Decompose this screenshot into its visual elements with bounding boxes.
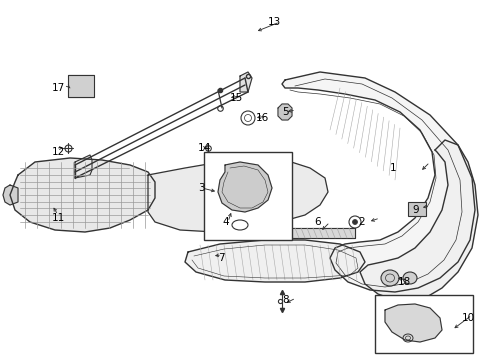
Text: 4: 4 bbox=[222, 217, 228, 227]
Polygon shape bbox=[267, 228, 354, 238]
Text: 16: 16 bbox=[256, 113, 269, 123]
Bar bbox=[68, 75, 94, 97]
Text: 5: 5 bbox=[282, 107, 288, 117]
Polygon shape bbox=[282, 72, 474, 292]
Polygon shape bbox=[278, 104, 291, 120]
Text: 2: 2 bbox=[357, 217, 364, 227]
Polygon shape bbox=[384, 304, 441, 342]
Text: 11: 11 bbox=[52, 213, 65, 223]
Text: 14: 14 bbox=[198, 143, 211, 153]
Text: 3: 3 bbox=[198, 183, 204, 193]
Bar bbox=[407, 202, 425, 216]
Text: 18: 18 bbox=[397, 277, 410, 287]
Polygon shape bbox=[10, 158, 155, 232]
Text: 10: 10 bbox=[461, 313, 474, 323]
Ellipse shape bbox=[380, 270, 398, 286]
Text: 6: 6 bbox=[313, 217, 320, 227]
Polygon shape bbox=[75, 155, 92, 178]
Text: 13: 13 bbox=[267, 17, 281, 27]
Text: 9: 9 bbox=[411, 205, 418, 215]
Polygon shape bbox=[184, 240, 364, 282]
Polygon shape bbox=[148, 158, 327, 232]
Polygon shape bbox=[218, 162, 271, 212]
Text: 1: 1 bbox=[389, 163, 396, 173]
Text: 8: 8 bbox=[282, 295, 288, 305]
Text: 12: 12 bbox=[52, 147, 65, 157]
Polygon shape bbox=[3, 185, 18, 205]
Text: 15: 15 bbox=[229, 93, 243, 103]
Polygon shape bbox=[359, 140, 477, 302]
Bar bbox=[203, 152, 291, 240]
Ellipse shape bbox=[402, 272, 416, 284]
Text: 7: 7 bbox=[218, 253, 224, 263]
Polygon shape bbox=[240, 72, 251, 92]
Ellipse shape bbox=[352, 220, 357, 225]
Bar bbox=[374, 295, 472, 353]
Text: 17: 17 bbox=[52, 83, 65, 93]
